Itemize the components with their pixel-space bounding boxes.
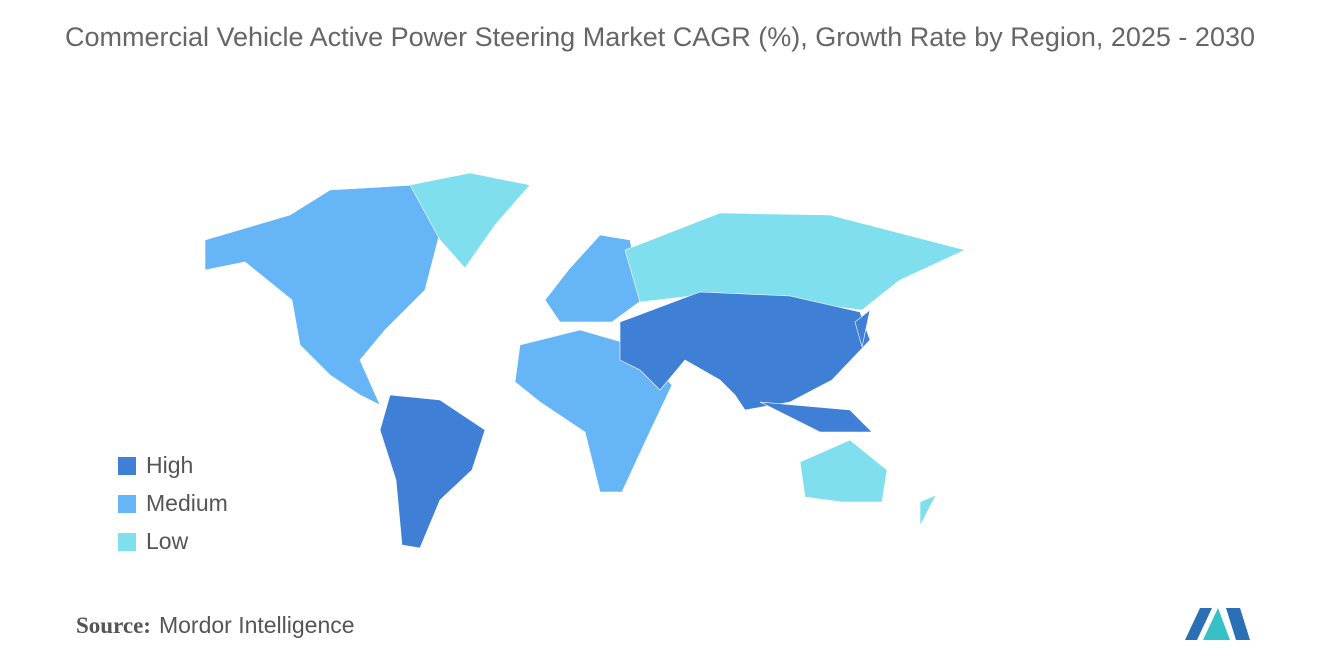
legend-label: Low bbox=[146, 528, 189, 554]
legend-swatch bbox=[118, 495, 136, 513]
source-text: Mordor Intelligence bbox=[158, 612, 355, 638]
region-new-zealand bbox=[919, 494, 937, 527]
legend-swatch bbox=[118, 533, 136, 551]
region-japan bbox=[854, 309, 871, 348]
region-southeast-asia-islands bbox=[759, 401, 873, 433]
source-label: Source: bbox=[76, 613, 151, 638]
source: Source: Mordor Intelligence bbox=[76, 612, 355, 639]
region-greenland bbox=[409, 172, 531, 269]
region-europe bbox=[544, 234, 643, 323]
region-russia bbox=[624, 212, 966, 311]
region-south-america bbox=[379, 394, 486, 549]
legend-label: Medium bbox=[146, 490, 228, 516]
legend-swatch bbox=[118, 457, 136, 475]
legend-label: High bbox=[146, 452, 193, 478]
region-asia bbox=[619, 291, 871, 411]
logo bbox=[1185, 608, 1250, 640]
region-north-america bbox=[204, 184, 441, 406]
world-map bbox=[204, 172, 966, 549]
region-australia bbox=[799, 439, 888, 503]
region-africa bbox=[514, 329, 673, 493]
legend: High Medium Low bbox=[118, 452, 228, 554]
map-title: Commercial Vehicle Active Power Steering… bbox=[64, 22, 1255, 52]
